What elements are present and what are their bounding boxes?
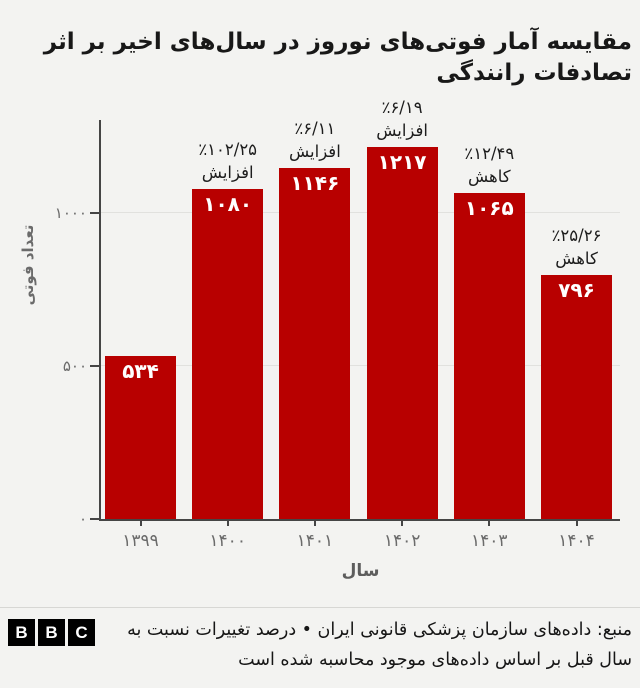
- x-tick-mark: [139, 521, 142, 526]
- change-direction: افزایش: [376, 121, 428, 140]
- x-tick-label-۱۴۰۱: ۱۴۰۱: [296, 531, 334, 551]
- bar-value-label: ۱۰۸۰: [203, 192, 253, 216]
- bbc-logo-letter: B: [38, 619, 65, 646]
- x-tick-label-۱۴۰۲: ۱۴۰۲: [383, 531, 421, 551]
- gridline-1000: [101, 212, 620, 213]
- bbc-logo-letter: B: [8, 619, 35, 646]
- chart-title: مقایسه آمار فوتی‌های نوروز در سال‌های اخ…: [43, 29, 632, 87]
- y-tick-label: ۰: [78, 510, 87, 528]
- x-tick-mark: [226, 521, 229, 526]
- bar-value-label: ۱۱۴۶: [290, 171, 340, 195]
- y-tick-mark: [90, 212, 99, 214]
- bar-value-label: ۱۲۱۷: [377, 150, 427, 174]
- bbc-logo-letter: C: [68, 619, 95, 646]
- source-text: منبع: داده‌های سازمان پزشکی قانونی ایران…: [127, 620, 632, 670]
- plot-area: تعداد فوتی سال ۰ ۵۰۰ ۱۰۰۰ ۵۳۴ ۱۳۹۹ ۱۰۸۰ ٪۱۰۲/۲…: [19, 98, 620, 581]
- x-tick-label-۱۴۰۰: ۱۴۰۰: [209, 531, 246, 551]
- footer-divider: [0, 607, 640, 608]
- y-tick-mark: [90, 365, 99, 367]
- bar-value-label: ۵۳۴: [122, 359, 159, 383]
- x-tick-mark: [313, 521, 316, 526]
- change-annotation-۱۴۰۲: ٪۶/۱۹ افزایش: [327, 96, 477, 142]
- change-percent: ٪۶/۱۱: [294, 119, 336, 138]
- change-annotation-۱۴۰۱: ٪۶/۱۱ افزایش: [240, 117, 390, 163]
- bar-۱۴۰۲: ۱۲۱۷: [366, 147, 438, 519]
- gridline-500: [101, 365, 620, 366]
- footer: B B C منبع: داده‌های سازمان پزشکی قانونی…: [0, 608, 640, 688]
- change-annotation-۱۴۰۳: ٪۱۲/۴۹ کاهش: [414, 142, 564, 188]
- change-direction: کاهش: [555, 249, 598, 268]
- y-tick-label: ۵۰۰: [62, 357, 87, 375]
- change-direction: افزایش: [201, 163, 254, 182]
- x-tick-label-۱۴۰۳: ۱۴۰۳: [471, 531, 508, 551]
- bar-value-label: ۱۰۶۵: [464, 196, 514, 220]
- change-annotation-۱۴۰۴: ٪۲۵/۲۶ کاهش: [502, 224, 640, 270]
- x-tick-mark: [575, 521, 578, 526]
- change-annotation-۱۴۰۰: ٪۱۰۲/۲۵ افزایش: [153, 138, 303, 184]
- bar-۱۳۹۹: ۵۳۴: [105, 356, 176, 519]
- x-tick-label-۱۳۹۹: ۱۳۹۹: [122, 531, 159, 551]
- change-percent: ٪۱۲/۴۹: [464, 144, 515, 163]
- bar-۱۴۰۳: ۱۰۶۵: [453, 193, 525, 519]
- change-direction: کاهش: [467, 167, 511, 186]
- x-tick-mark: [401, 521, 404, 526]
- bar-value-label: ۷۹۶: [558, 278, 595, 302]
- bar-۱۴۰۴: ۷۹۶: [541, 275, 612, 519]
- bar-۱۴۰۰: ۱۰۸۰: [192, 189, 264, 519]
- x-tick-mark: [488, 521, 491, 526]
- change-direction: افزایش: [288, 142, 341, 161]
- y-tick-mark: [90, 518, 99, 520]
- y-tick-label: ۱۰۰۰: [54, 204, 87, 222]
- change-percent: ٪۶/۱۹: [381, 98, 423, 117]
- bbc-logo: B B C: [8, 619, 95, 646]
- change-percent: ٪۲۵/۲۶: [551, 226, 602, 245]
- x-tick-label-۱۴۰۴: ۱۴۰۴: [558, 531, 595, 551]
- change-percent: ٪۱۰۲/۲۵: [198, 140, 258, 159]
- bar-۱۴۰۱: ۱۱۴۶: [279, 168, 351, 519]
- x-axis-label: سال: [341, 561, 380, 581]
- y-axis-label: تعداد فوتی: [19, 224, 37, 306]
